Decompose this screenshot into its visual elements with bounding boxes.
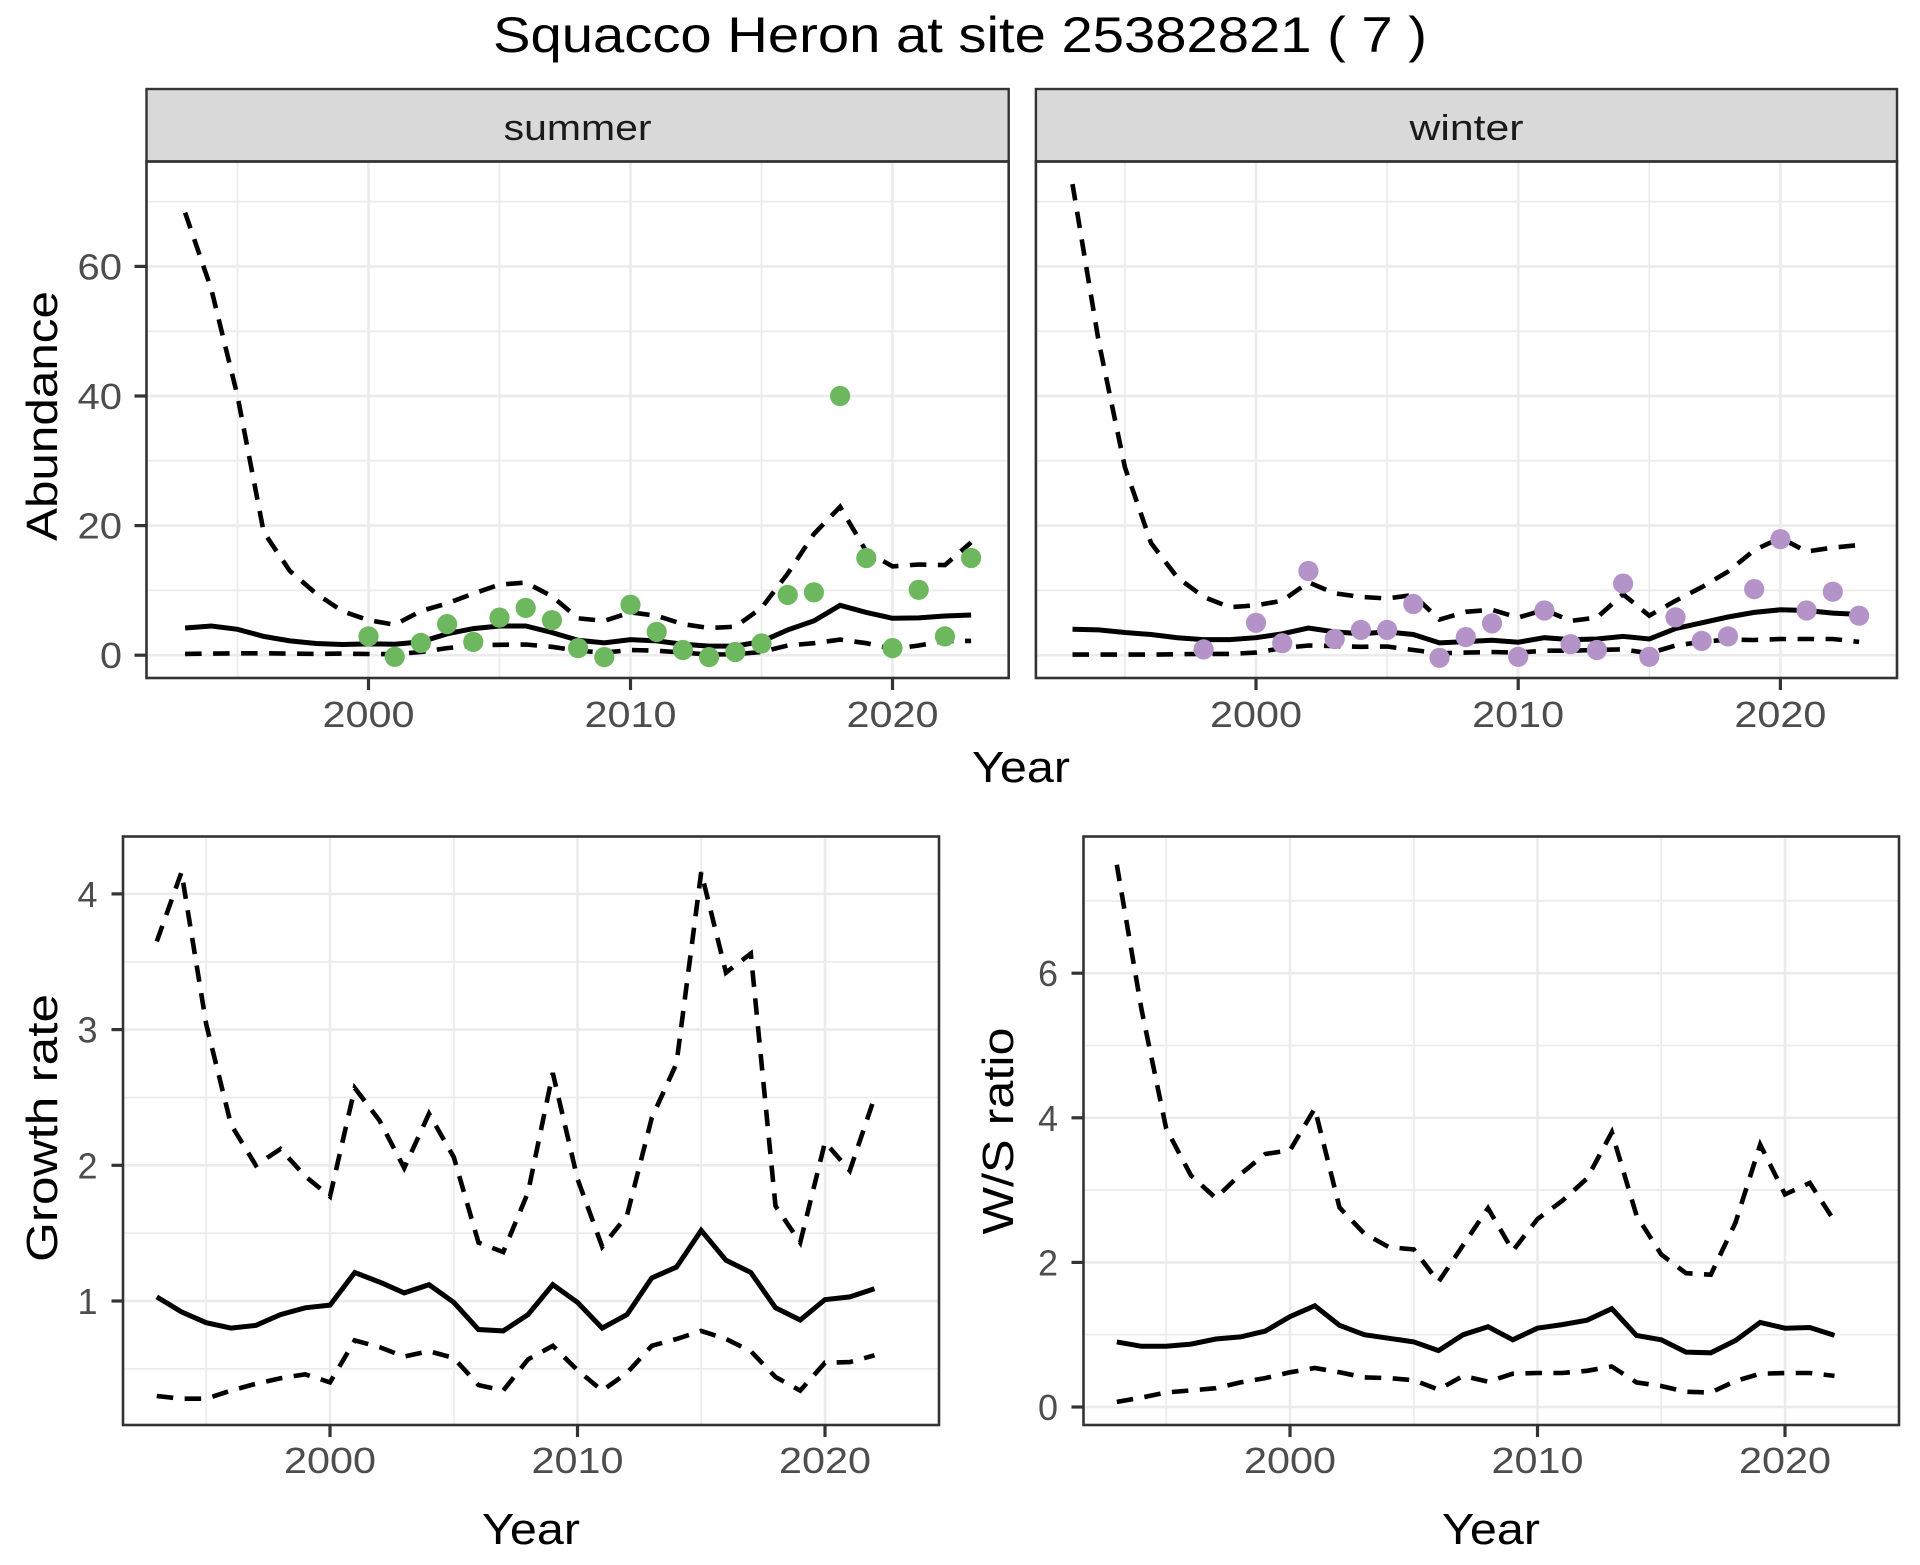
- svg-text:20: 20: [78, 506, 123, 547]
- svg-text:1: 1: [77, 1281, 97, 1322]
- svg-text:2010: 2010: [1472, 694, 1564, 735]
- svg-text:4: 4: [77, 874, 97, 915]
- svg-text:2000: 2000: [323, 694, 415, 735]
- svg-text:2020: 2020: [1739, 1440, 1831, 1481]
- svg-text:0: 0: [1038, 1387, 1058, 1428]
- svg-text:6: 6: [1038, 953, 1058, 994]
- svg-text:0: 0: [100, 635, 122, 676]
- svg-text:2020: 2020: [847, 694, 939, 735]
- svg-text:3: 3: [77, 1010, 97, 1051]
- svg-text:Year: Year: [972, 743, 1070, 792]
- svg-text:2010: 2010: [1492, 1440, 1584, 1481]
- svg-text:summer: summer: [504, 107, 652, 148]
- svg-text:60: 60: [78, 246, 123, 287]
- svg-text:Year: Year: [1442, 1505, 1540, 1554]
- svg-text:40: 40: [78, 376, 123, 417]
- svg-text:2020: 2020: [1734, 694, 1826, 735]
- svg-text:Squacco Heron at site 25382821: Squacco Heron at site 25382821 ( 7 ): [493, 7, 1427, 63]
- svg-text:2000: 2000: [284, 1440, 376, 1481]
- svg-text:2: 2: [77, 1145, 97, 1186]
- svg-text:2020: 2020: [779, 1440, 871, 1481]
- svg-text:winter: winter: [1408, 107, 1523, 148]
- svg-text:2010: 2010: [585, 694, 677, 735]
- svg-text:Growth rate: Growth rate: [18, 994, 67, 1262]
- svg-text:Abundance: Abundance: [18, 291, 67, 541]
- svg-text:2010: 2010: [532, 1440, 624, 1481]
- svg-text:Year: Year: [482, 1505, 580, 1554]
- svg-text:2: 2: [1038, 1242, 1058, 1283]
- svg-text:2000: 2000: [1244, 1440, 1336, 1481]
- svg-text:4: 4: [1038, 1098, 1058, 1139]
- svg-text:2000: 2000: [1210, 694, 1302, 735]
- svg-text:W/S ratio: W/S ratio: [974, 1028, 1023, 1235]
